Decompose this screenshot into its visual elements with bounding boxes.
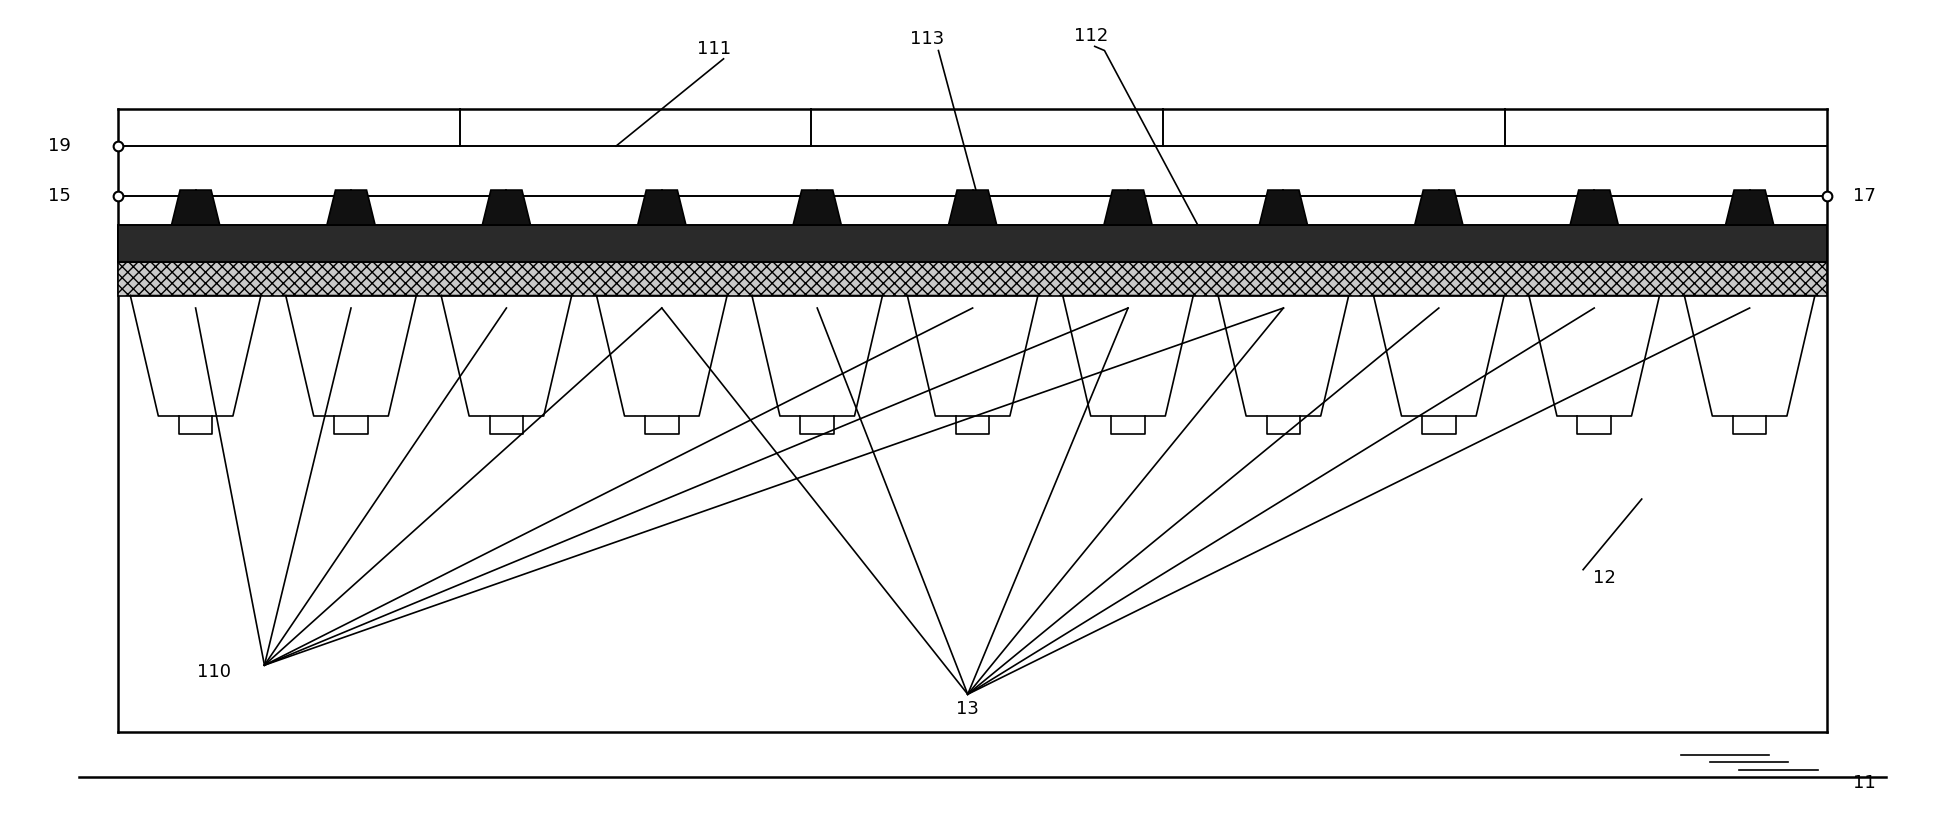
Text: 17: 17 bbox=[1853, 187, 1875, 205]
Bar bbox=[117, 262, 1828, 295]
Polygon shape bbox=[1259, 190, 1308, 225]
Polygon shape bbox=[948, 190, 997, 225]
Text: 111: 111 bbox=[696, 40, 731, 58]
Polygon shape bbox=[172, 190, 219, 225]
Text: 110: 110 bbox=[197, 663, 231, 681]
Text: 15: 15 bbox=[49, 187, 70, 205]
Polygon shape bbox=[1570, 190, 1619, 225]
Polygon shape bbox=[1415, 190, 1462, 225]
Text: 112: 112 bbox=[1073, 27, 1108, 46]
Polygon shape bbox=[1105, 190, 1151, 225]
Polygon shape bbox=[637, 190, 686, 225]
Text: 11: 11 bbox=[1853, 774, 1875, 792]
Polygon shape bbox=[483, 190, 530, 225]
Text: 13: 13 bbox=[956, 701, 979, 718]
Text: 113: 113 bbox=[909, 30, 944, 48]
Polygon shape bbox=[1726, 190, 1773, 225]
Polygon shape bbox=[326, 190, 375, 225]
Polygon shape bbox=[794, 190, 841, 225]
Bar bbox=[117, 225, 1828, 262]
Text: 19: 19 bbox=[49, 137, 70, 155]
Text: 12: 12 bbox=[1593, 569, 1615, 587]
